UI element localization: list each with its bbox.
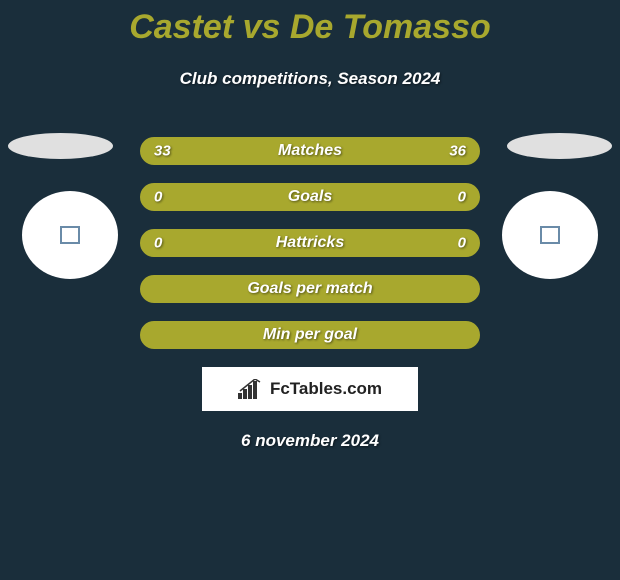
brand-text: FcTables.com: [270, 379, 382, 399]
chart-icon: [238, 379, 264, 399]
stat-bar-left: [142, 185, 310, 209]
stat-label: Goals: [288, 188, 332, 206]
stat-left-value: 33: [154, 143, 171, 160]
stat-bar-right: [310, 185, 478, 209]
stat-label: Hattricks: [276, 234, 344, 252]
stat-row: 33 36 Matches: [140, 137, 480, 165]
stat-label: Min per goal: [263, 326, 357, 344]
date-label: 6 november 2024: [0, 431, 620, 451]
stat-row: 0 0 Goals: [140, 183, 480, 211]
stat-right-value: 0: [458, 235, 466, 252]
kit-icon: [540, 226, 560, 244]
stat-left-value: 0: [154, 189, 162, 206]
stat-row: Min per goal: [140, 321, 480, 349]
page-title: Castet vs De Tomasso: [0, 0, 620, 47]
stat-label: Goals per match: [247, 280, 372, 298]
player-right-flag: [507, 133, 612, 159]
stat-right-value: 0: [458, 189, 466, 206]
player-right-kit: [502, 191, 598, 279]
stat-left-value: 0: [154, 235, 162, 252]
subtitle: Club competitions, Season 2024: [0, 69, 620, 89]
brand-box: FcTables.com: [202, 367, 418, 411]
stat-row: 0 0 Hattricks: [140, 229, 480, 257]
kit-icon: [60, 226, 80, 244]
stat-row: Goals per match: [140, 275, 480, 303]
stat-label: Matches: [278, 142, 342, 160]
comparison-panel: 33 36 Matches 0 0 Goals 0 0 Hattricks Goals per m…: [0, 137, 620, 451]
stat-right-value: 36: [449, 143, 466, 160]
player-left-flag: [8, 133, 113, 159]
player-left-kit: [22, 191, 118, 279]
